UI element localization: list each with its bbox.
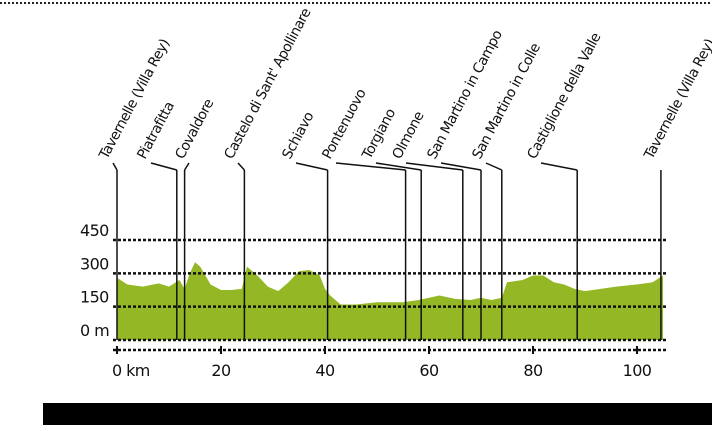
place-leader	[440, 162, 482, 171]
place-leader	[405, 162, 463, 171]
place-leader	[375, 162, 422, 171]
place-label: Tavernelle (Villa Rey)	[96, 37, 173, 163]
y-tick-label: 450	[80, 221, 109, 240]
x-tick-label: 40	[315, 361, 335, 380]
place-label: Covaldore	[172, 97, 217, 162]
place-leader	[540, 162, 578, 171]
x-tick-label: 0 km	[112, 361, 150, 380]
y-tick-label: 300	[80, 254, 109, 273]
place-leader	[295, 162, 328, 171]
place-leader	[485, 162, 503, 171]
x-tick-label: 20	[211, 361, 231, 380]
x-tick-label: 100	[623, 361, 652, 380]
place-label: Piatrafitta	[134, 99, 177, 161]
place-label: Schiavo	[279, 110, 317, 162]
y-tick-label: 0 m	[80, 321, 109, 340]
place-leader	[183, 162, 190, 171]
x-tick-label: 80	[523, 361, 543, 380]
place-leader	[335, 162, 406, 171]
elevation-area	[117, 262, 663, 340]
footer-bar	[43, 403, 712, 425]
place-leader	[237, 162, 245, 171]
x-tick-label: 60	[419, 361, 439, 380]
place-label: Tavernelle (Villa Rey)	[641, 37, 712, 163]
place-leader	[112, 162, 118, 171]
place-leader	[150, 162, 177, 171]
y-tick-label: 150	[80, 288, 109, 307]
